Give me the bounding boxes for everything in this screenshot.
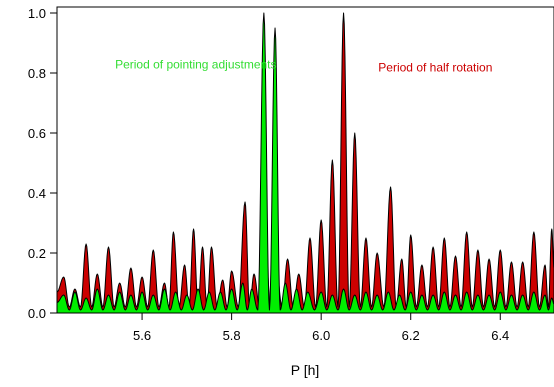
x-axis-title: P [h]	[291, 362, 320, 378]
annotation-layer: Period of pointing adjustments Period of …	[115, 58, 492, 75]
annotation-half-rotation: Period of half rotation	[378, 61, 492, 75]
y-tick-label: 0.2	[28, 246, 46, 261]
y-tick-label: 0.6	[28, 126, 46, 141]
annotation-pointing-adjustments: Period of pointing adjustments	[115, 58, 276, 72]
x-tick-label: 6.0	[312, 328, 330, 343]
axis-layer: 5.6 5.8 6.0 6.2 6.4 0.0 0.2 0.4 0.6 0.8 1.0	[28, 6, 509, 343]
x-tick-label: 5.6	[133, 328, 151, 343]
y-tick-label: 0.0	[28, 306, 46, 321]
y-tick-label: 1.0	[28, 6, 46, 21]
y-tick-label: 0.4	[28, 186, 46, 201]
x-tick-label: 5.8	[223, 328, 241, 343]
y-tick-label: 0.8	[28, 66, 46, 81]
x-tick-label: 6.4	[491, 328, 509, 343]
x-tick-label: 6.2	[402, 328, 420, 343]
series-layer	[56, 12, 554, 314]
pointing-adjustment-series-area	[56, 12, 554, 314]
